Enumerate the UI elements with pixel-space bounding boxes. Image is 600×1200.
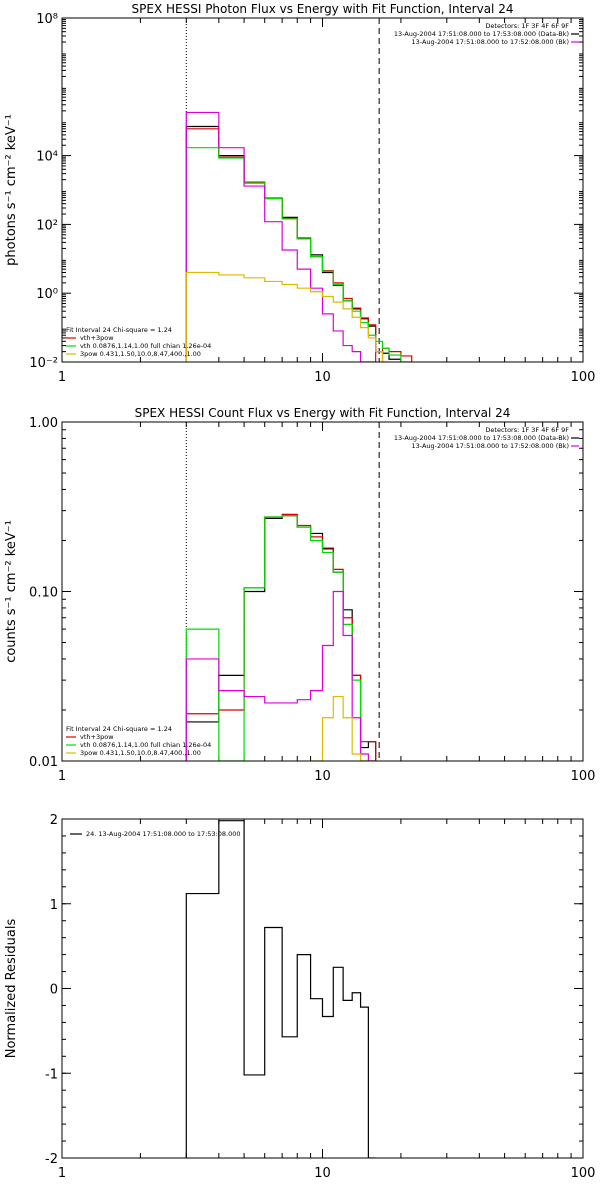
y-tick-label: 1.00	[29, 416, 58, 431]
y-tick-label: 0	[50, 983, 58, 998]
legend-bl-text: 3pow 0.431,1.50,10.0,8.47,400.,1.00	[80, 749, 201, 757]
legend-bl-title: Fit Interval 24 Chi-square = 1.24	[66, 725, 172, 733]
legend-tr-text: 13-Aug-2004 17:51:08.000 to 17:53:08.000…	[394, 30, 569, 38]
series-data	[185, 820, 376, 1158]
plot-area	[185, 513, 377, 761]
plot-frame	[61, 421, 584, 762]
series-total	[185, 513, 377, 761]
y-tick-label: -1	[45, 1067, 58, 1082]
legend-bl-text: vth+3pow	[80, 733, 114, 741]
legend-bl-text: 3pow 0.431,1.50,10.0,8.47,400.,1.00	[80, 350, 201, 358]
y-tick-label: 2	[50, 813, 58, 828]
legend-bl-title: Fit Interval 24 Chi-square = 1.24	[66, 326, 172, 334]
plot-area	[185, 820, 376, 1158]
y-tick-label: 0.01	[29, 755, 58, 770]
y-tick-label: 10⁴	[36, 150, 58, 165]
x-tick-label: 10	[314, 370, 331, 385]
legend-tr-text: 13-Aug-2004 17:51:08.000 to 17:52:08.000…	[412, 442, 569, 450]
y-tick-label: 1	[50, 898, 58, 913]
plot-frame	[61, 17, 584, 363]
y-tick-label: 10²	[36, 218, 58, 233]
legend-tr-text: 13-Aug-2004 17:51:08.000 to 17:53:08.000…	[394, 434, 569, 442]
chart-panel-3: Normalized Residuals 1 10 100 -2 -1 0 1 2 24. 13-…	[4, 813, 595, 1181]
legend-tr-text: 13-Aug-2004 17:51:08.000 to 17:52:08.000…	[412, 38, 569, 46]
legend-tr-text: Detectors: 1F 3F 4F 6F 9F	[485, 426, 569, 434]
series-nonthermal	[185, 590, 376, 761]
y-axis-label: counts s⁻¹ cm⁻² keV⁻¹	[4, 520, 19, 663]
series-bk	[185, 271, 389, 362]
y-axis-label: photons s⁻¹ cm⁻² keV⁻¹	[4, 114, 19, 266]
y-tick-label: -2	[45, 1152, 58, 1167]
chart-panel-2: SPEX HESSI Count Flux vs Energy with Fit…	[4, 406, 595, 784]
x-tick-label: 10	[314, 769, 331, 784]
legend-bl-text: vth 0.0876,1.14,1.00 full chian 1.26e-04	[80, 342, 211, 350]
series-total	[185, 128, 413, 362]
x-tick-label: 1	[58, 370, 66, 385]
plot-frame	[61, 818, 584, 1159]
x-tick-label: 100	[571, 769, 596, 784]
chart-panel-1: SPEX HESSI Photon Flux vs Energy with Fi…	[4, 2, 595, 385]
legend-tr-text: Detectors: 1F 3F 4F 6F 9F	[485, 22, 569, 30]
chart-title: SPEX HESSI Photon Flux vs Energy with Fi…	[132, 2, 514, 16]
legend-tl-text: 24. 13-Aug-2004 17:51:08.000 to 17:53:08…	[86, 830, 241, 838]
series-thermal	[185, 515, 376, 761]
plot-area	[185, 111, 413, 362]
x-tick-label: 10	[314, 1166, 331, 1181]
x-tick-label: 100	[571, 1166, 596, 1181]
series-bk	[310, 695, 376, 761]
x-tick-label: 1	[58, 1166, 66, 1181]
y-tick-label: 0.10	[29, 586, 58, 601]
legend-bl-text: vth 0.0876,1.14,1.00 full chian 1.26e-04	[80, 741, 211, 749]
y-tick-label: 10⁸	[36, 12, 58, 27]
series-data	[185, 515, 377, 761]
series-thermal	[185, 147, 412, 362]
series-nonthermal	[185, 111, 376, 362]
x-tick-label: 100	[571, 370, 596, 385]
y-tick-label: 10⁻²	[29, 356, 58, 371]
y-tick-label: 10⁰	[36, 287, 58, 302]
y-axis-label: Normalized Residuals	[4, 919, 19, 1059]
chart-title: SPEX HESSI Count Flux vs Energy with Fit…	[135, 406, 511, 420]
x-tick-label: 1	[58, 769, 66, 784]
legend-bl-text: vth+3pow	[80, 334, 114, 342]
